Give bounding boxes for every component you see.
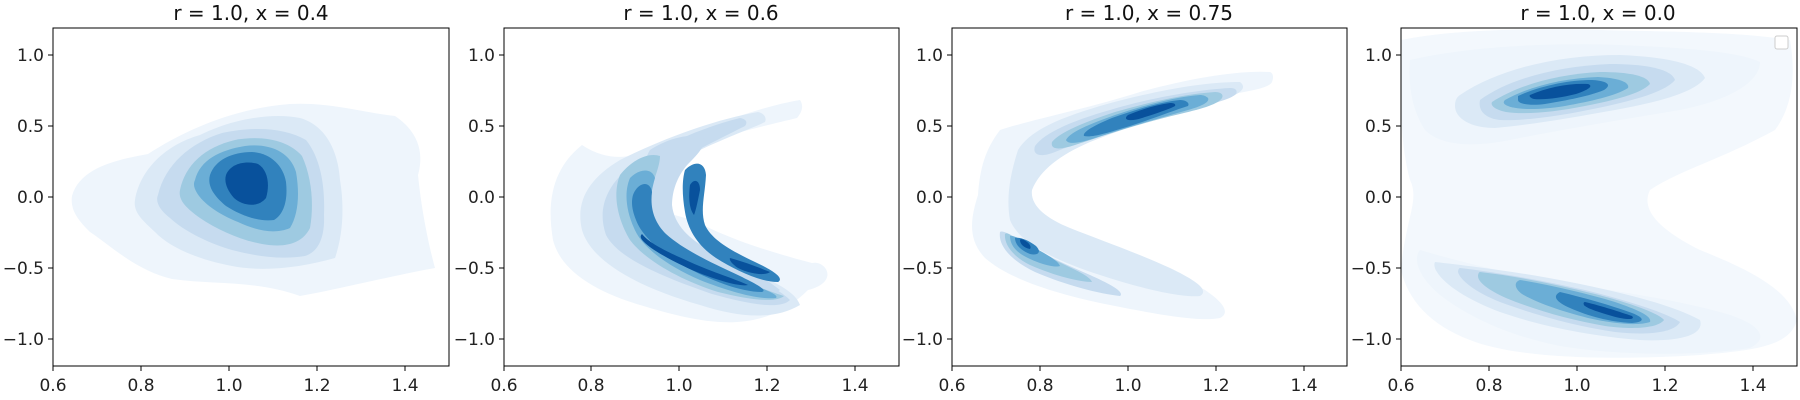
- x-tick-label: 1.0: [1114, 376, 1141, 396]
- density-contours: [1401, 29, 1797, 358]
- y-axis: 1.0 0.5 0.0 −0.5 −1.0: [3, 46, 53, 350]
- y-tick-label: 1.0: [1365, 46, 1392, 66]
- x-axis: 0.6 0.8 1.0 1.2 1.4: [39, 366, 419, 396]
- subplot-title: r = 1.0, x = 0.4: [173, 1, 328, 25]
- density-contours: [972, 71, 1274, 320]
- y-axis: 1.0 0.5 0.0 −0.5 −1.0: [1351, 46, 1401, 350]
- y-tick-label: 0.5: [468, 117, 495, 137]
- y-tick-label: 0.0: [468, 188, 495, 208]
- subplot-title: r = 1.0, x = 0.6: [623, 1, 778, 25]
- density-contours: [550, 100, 828, 323]
- x-tick-label: 0.8: [1026, 376, 1053, 396]
- y-axis: 1.0 0.5 0.0 −0.5 −1.0: [902, 46, 952, 350]
- y-tick-label: −0.5: [1351, 259, 1392, 279]
- x-tick-label: 0.6: [39, 376, 66, 396]
- x-tick-label: 1.0: [215, 376, 242, 396]
- y-tick-label: 0.5: [916, 117, 943, 137]
- x-axis: 0.6 0.8 1.0 1.2 1.4: [1387, 366, 1767, 396]
- y-tick-label: −1.0: [902, 330, 943, 350]
- x-tick-label: 0.8: [127, 376, 154, 396]
- density-level-7: [225, 162, 268, 205]
- x-tick-label: 0.8: [577, 376, 604, 396]
- density-level-4: [616, 154, 784, 300]
- density-level-7c: [729, 258, 770, 275]
- y-tick-label: −1.0: [1351, 330, 1392, 350]
- x-tick-label: 1.4: [1290, 376, 1317, 396]
- y-tick-label: 1.0: [916, 46, 943, 66]
- x-tick-label: 1.2: [753, 376, 780, 396]
- x-tick-label: 1.4: [391, 376, 418, 396]
- y-tick-label: 0.5: [17, 117, 44, 137]
- x-tick-label: 0.6: [490, 376, 517, 396]
- x-tick-label: 0.6: [938, 376, 965, 396]
- x-axis: 0.6 0.8 1.0 1.2 1.4: [938, 366, 1318, 396]
- x-tick-label: 1.4: [1739, 376, 1766, 396]
- x-tick-label: 1.4: [841, 376, 868, 396]
- legend-box: [1774, 35, 1789, 50]
- subplot-title: r = 1.0, x = 0.0: [1520, 1, 1675, 25]
- subplot-1: r = 1.0, x = 0.4 1.0 0.5 0.0 −0.5 −1.0: [3, 1, 450, 396]
- x-tick-label: 1.2: [1651, 376, 1678, 396]
- subplot-4: r = 1.0, x = 0.0 1.0 0.: [1351, 1, 1798, 396]
- y-tick-label: −0.5: [3, 259, 44, 279]
- y-tick-label: 1.0: [17, 46, 44, 66]
- density-level-6b: [682, 163, 780, 282]
- density-level-7: [1529, 83, 1591, 100]
- y-tick-label: 0.5: [1365, 117, 1392, 137]
- y-tick-label: 0.0: [916, 188, 943, 208]
- y-axis: 1.0 0.5 0.0 −0.5 −1.0: [454, 46, 504, 350]
- y-tick-label: −0.5: [902, 259, 943, 279]
- x-tick-label: 1.0: [1563, 376, 1590, 396]
- y-tick-label: −1.0: [454, 330, 495, 350]
- density-level-7b: [1583, 302, 1633, 319]
- y-tick-label: 0.0: [1365, 188, 1392, 208]
- subplot-2: r = 1.0, x = 0.6 1.0 0.5 0.0 −0.5 −1.0: [454, 1, 900, 396]
- density-level-7b: [689, 180, 700, 215]
- y-tick-label: 1.0: [468, 46, 495, 66]
- density-level-7b: [1020, 239, 1031, 249]
- subplot-3: r = 1.0, x = 0.75 1.0 0.5 0.0 −0.5: [902, 1, 1348, 396]
- y-tick-label: −0.5: [454, 259, 495, 279]
- x-tick-label: 0.8: [1475, 376, 1502, 396]
- y-tick-label: −1.0: [3, 330, 44, 350]
- density-contours: [71, 103, 435, 296]
- x-tick-label: 1.0: [665, 376, 692, 396]
- x-axis: 0.6 0.8 1.0 1.2 1.4: [490, 366, 869, 396]
- subplot-title: r = 1.0, x = 0.75: [1065, 1, 1233, 25]
- x-tick-label: 1.2: [1202, 376, 1229, 396]
- x-tick-label: 0.6: [1387, 376, 1414, 396]
- x-tick-label: 1.2: [303, 376, 330, 396]
- y-tick-label: 0.0: [17, 188, 44, 208]
- density-level-7: [1125, 103, 1176, 121]
